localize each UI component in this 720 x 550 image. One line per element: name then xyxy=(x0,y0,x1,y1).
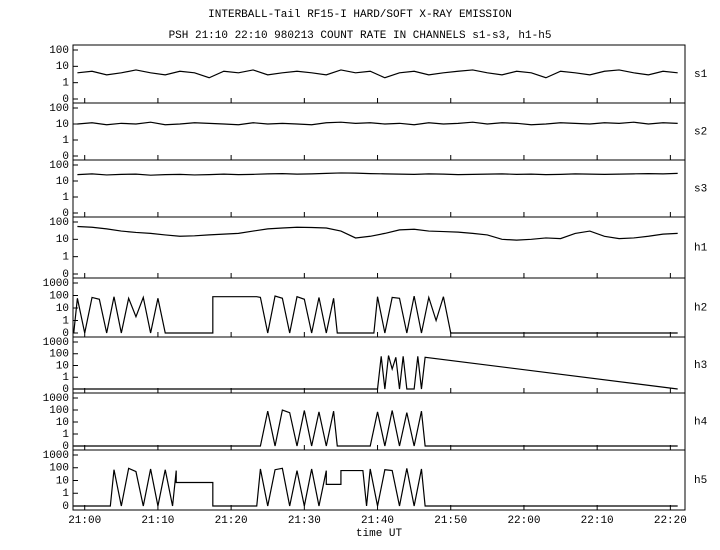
x-tick-label: 22:10 xyxy=(581,515,614,527)
y-tick-label: 10 xyxy=(56,417,69,429)
channel-label: h3 xyxy=(694,360,707,372)
x-tick-label: 21:10 xyxy=(141,515,174,527)
y-tick-label: 1 xyxy=(62,429,69,441)
y-tick-label: 1 xyxy=(62,315,69,327)
y-tick-label: 100 xyxy=(49,405,69,417)
data-line xyxy=(73,409,678,447)
y-tick-label: 1 xyxy=(62,252,69,264)
data-line xyxy=(73,355,678,390)
chart-title: INTERBALL-Tail RF15-I HARD/SOFT X-RAY EM… xyxy=(208,9,512,21)
y-tick-label: 0 xyxy=(62,94,69,106)
y-tick-label: 1 xyxy=(62,372,69,384)
x-tick-label: 22:20 xyxy=(654,515,687,527)
y-tick-label: 10 xyxy=(56,475,69,487)
y-tick-label: 1000 xyxy=(43,337,69,349)
channel-label: s1 xyxy=(694,69,708,81)
y-tick-label: 10 xyxy=(56,61,69,73)
channel-label: h4 xyxy=(694,416,708,428)
x-tick-label: 21:50 xyxy=(434,515,467,527)
data-line xyxy=(73,295,678,334)
data-line xyxy=(77,172,678,176)
y-tick-label: 100 xyxy=(49,290,69,302)
data-line xyxy=(73,467,678,507)
x-tick-label: 21:40 xyxy=(361,515,394,527)
y-tick-label: 0 xyxy=(62,328,69,340)
x-tick-label: 22:00 xyxy=(507,515,540,527)
y-tick-label: 0 xyxy=(62,269,69,281)
y-tick-label: 0 xyxy=(62,384,69,396)
y-tick-label: 10 xyxy=(56,119,69,131)
x-tick-label: 21:00 xyxy=(68,515,101,527)
y-tick-label: 1 xyxy=(62,135,69,147)
channel-label: h1 xyxy=(694,242,708,254)
y-tick-label: 1000 xyxy=(43,278,69,290)
data-line xyxy=(77,121,678,126)
y-tick-label: 10 xyxy=(56,234,69,246)
y-tick-label: 100 xyxy=(49,349,69,361)
y-tick-label: 1 xyxy=(62,78,69,90)
y-tick-label: 10 xyxy=(56,303,69,315)
y-tick-label: 100 xyxy=(49,463,69,475)
data-line xyxy=(77,225,678,241)
y-tick-label: 10 xyxy=(56,360,69,372)
x-axis-label: time UT xyxy=(356,528,403,540)
y-tick-label: 100 xyxy=(49,103,69,115)
channel-label: h2 xyxy=(694,302,707,314)
y-tick-label: 100 xyxy=(49,45,69,57)
y-tick-label: 0 xyxy=(62,151,69,163)
y-tick-label: 100 xyxy=(49,217,69,229)
y-tick-label: 0 xyxy=(62,208,69,220)
channel-label: h5 xyxy=(694,475,707,487)
y-tick-label: 1000 xyxy=(43,450,69,462)
channel-label: s3 xyxy=(694,183,707,195)
y-tick-label: 0 xyxy=(62,441,69,453)
chart-subtitle: PSH 21:10 22:10 980213 COUNT RATE IN CHA… xyxy=(169,30,552,42)
x-tick-label: 21:30 xyxy=(288,515,321,527)
y-tick-label: 0 xyxy=(62,501,69,513)
y-tick-label: 1000 xyxy=(43,393,69,405)
x-tick-label: 21:20 xyxy=(215,515,248,527)
data-line xyxy=(77,69,678,79)
y-tick-label: 100 xyxy=(49,160,69,172)
channel-label: s2 xyxy=(694,126,707,138)
y-tick-label: 1 xyxy=(62,192,69,204)
y-tick-label: 1 xyxy=(62,488,69,500)
y-tick-label: 10 xyxy=(56,176,69,188)
